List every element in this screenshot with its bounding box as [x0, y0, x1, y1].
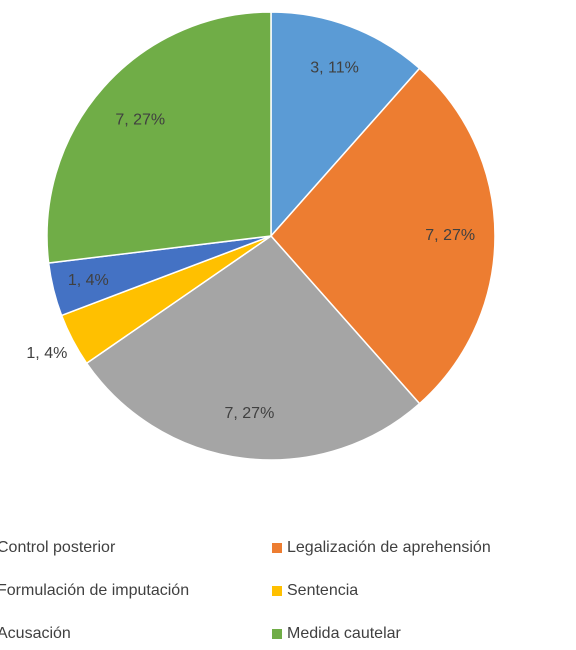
- pie-slice: [46, 11, 272, 264]
- data-label: 7, 27%: [425, 227, 475, 244]
- data-label: 7, 27%: [115, 111, 165, 128]
- pie-slice: [270, 11, 421, 238]
- pie-slice: [85, 235, 421, 461]
- legend-label: Acusación: [0, 625, 71, 642]
- legend-label: Formulación de imputación: [0, 582, 189, 599]
- data-label: 7, 27%: [224, 405, 274, 422]
- legend-label: Legalización de aprehensión: [287, 539, 491, 556]
- legend-swatch: [272, 543, 282, 553]
- legend-swatch: [272, 629, 282, 639]
- pie-slice: [269, 67, 496, 405]
- data-label: 1, 4%: [68, 272, 109, 289]
- legend-label: Medida cautelar: [287, 625, 402, 642]
- legend-swatch: [272, 586, 282, 596]
- legend-label: Control posterior: [0, 539, 116, 556]
- legend-label: Sentencia: [287, 582, 358, 599]
- data-label: 1, 4%: [26, 345, 67, 362]
- data-label: 3, 11%: [310, 60, 359, 77]
